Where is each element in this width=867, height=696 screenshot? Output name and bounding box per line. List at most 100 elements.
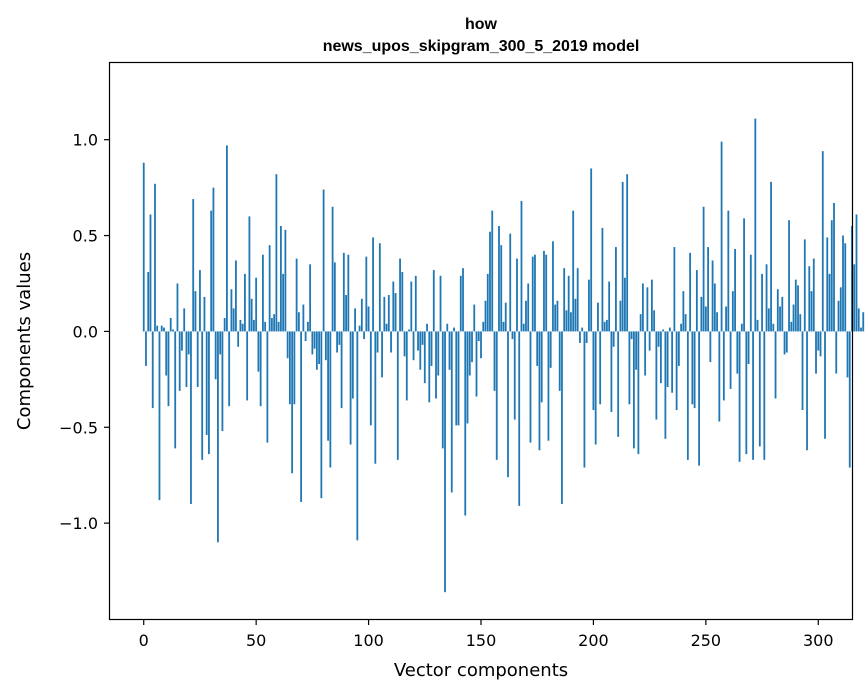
bar-component-191 [572,210,575,332]
bar-component-30 [210,210,213,332]
bar-component-69 [297,312,300,332]
bar-component-170 [525,300,527,332]
bar-component-230 [659,331,662,384]
bar-component-160 [502,321,505,332]
bar-component-274 [758,331,761,447]
bar-component-26 [201,331,204,460]
bar-component-20 [187,331,190,355]
bar-component-291 [797,285,799,332]
bar-component-317 [855,214,858,332]
bar-component-37 [226,145,228,332]
bar-component-180 [547,331,550,441]
bar-component-103 [374,331,377,464]
bar-component-157 [495,331,498,460]
bar-component-319 [860,327,862,332]
bar-component-186 [561,331,563,504]
bar-component-15 [176,283,179,332]
bar-component-68 [295,258,298,332]
bar-component-62 [282,273,285,332]
bar-component-101 [369,331,372,426]
bar-component-166 [516,258,518,332]
bar-component-122 [417,331,419,351]
bar-component-295 [806,331,808,451]
bar-component-167 [518,331,521,506]
bar-component-147 [473,304,476,332]
bar-component-130 [435,331,437,399]
bar-component-277 [765,264,768,332]
bar-component-40 [232,308,235,332]
bar-component-76 [313,331,316,349]
bar-component-67 [293,331,296,405]
chart-title-line-1: how [465,16,498,33]
bar-component-225 [648,331,651,351]
bar-component-289 [792,304,795,332]
bar-component-141 [459,275,462,332]
bar-component-72 [304,331,307,341]
bar-component-52 [259,331,262,407]
bar-component-154 [489,231,491,332]
bar-component-144 [466,331,469,424]
bar-component-223 [644,331,647,376]
bar-component-111 [392,281,395,332]
bar-component-279 [770,181,772,332]
bar-component-272 [754,118,757,332]
bar-component-297 [810,291,813,332]
bar-component-320 [862,312,865,332]
bar-component-234 [668,327,671,332]
bar-component-196 [583,331,586,468]
bar-component-203 [599,331,602,405]
bar-series [142,118,865,593]
bar-component-65 [288,331,291,405]
bar-component-74 [309,264,312,332]
x-tick-label: 200 [578,631,609,650]
bar-component-287 [788,220,790,332]
bar-component-290 [794,279,797,332]
bar-component-48 [250,298,253,332]
bar-component-46 [246,331,249,401]
bar-component-43 [239,319,242,332]
bar-component-120 [412,331,415,361]
bar-component-89 [342,252,345,332]
bar-component-296 [808,266,811,332]
bar-component-281 [774,331,777,399]
bar-component-114 [399,258,401,332]
bar-component-245 [693,331,696,409]
bar-component-265 [738,331,741,462]
bar-component-151 [482,321,485,332]
bar-component-146 [471,331,473,363]
bar-component-255 [716,312,718,332]
x-tick-label: 0 [139,631,149,650]
bar-component-59 [275,174,278,332]
bar-component-247 [698,331,700,466]
bar-component-217 [630,331,633,340]
bar-component-242 [686,331,689,460]
bar-component-221 [639,314,642,332]
bar-component-49 [253,319,255,332]
bar-component-93 [351,331,354,399]
bar-component-44 [241,323,244,332]
bar-component-124 [421,331,424,345]
bar-component-215 [626,174,629,332]
bar-component-128 [430,331,433,366]
bar-component-129 [432,270,435,332]
bar-component-12 [169,317,172,332]
bar-component-135 [446,323,449,332]
bar-component-235 [671,331,674,393]
bar-component-199 [590,168,593,332]
bar-component-117 [405,331,408,401]
bar-component-118 [408,329,410,332]
bar-component-192 [574,298,577,332]
bar-component-115 [401,271,404,332]
bar-component-95 [356,331,359,541]
bar-component-6 [156,325,159,332]
bar-component-123 [419,331,422,370]
bar-component-183 [554,304,557,332]
bar-component-38 [228,331,231,407]
bar-component-254 [713,283,716,332]
bar-component-232 [664,331,667,439]
bar-component-1 [145,331,147,366]
x-axis-label: Vector components [394,660,568,681]
y-tick-label: −0.5 [59,418,98,437]
bar-component-134 [444,331,446,593]
bar-component-241 [684,314,687,332]
